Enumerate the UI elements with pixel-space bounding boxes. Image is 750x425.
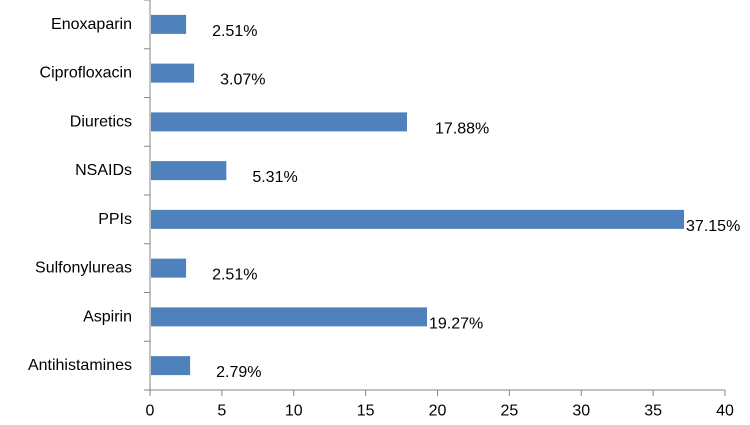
bar-enoxaparin <box>151 14 187 34</box>
axes-layer: 0 5 10 15 20 25 30 35 40 <box>144 0 734 420</box>
data-label-antihistamines: 2.79% <box>216 364 261 381</box>
x-tick-label: 25 <box>500 403 518 420</box>
bars-layer <box>151 14 685 376</box>
x-tick-label: 0 <box>146 403 155 420</box>
bar-sulfonylureas <box>151 258 187 278</box>
x-tick-label: 10 <box>285 403 303 420</box>
bar-aspirin <box>151 307 428 327</box>
data-label-enoxaparin: 2.51% <box>212 23 257 40</box>
bar-nsaids <box>151 161 227 181</box>
x-tick-label: 5 <box>217 403 226 420</box>
category-label-nsaids: NSAIDs <box>75 162 132 179</box>
x-tick-label: 35 <box>644 403 662 420</box>
x-tick-label: 30 <box>572 403 590 420</box>
data-label-ppis: 37.15% <box>686 218 740 235</box>
category-label-antihistamines: Antihistamines <box>28 357 132 374</box>
data-label-diuretics: 17.88% <box>435 120 489 137</box>
bar-ppis <box>151 209 685 229</box>
category-label-sulfonylureas: Sulfonylureas <box>35 260 132 277</box>
data-label-sulfonylureas: 2.51% <box>212 267 257 284</box>
bar-ciprofloxacin <box>151 63 195 83</box>
x-tick-label: 20 <box>429 403 447 420</box>
x-tick-label: 40 <box>716 403 734 420</box>
category-label-ppis: PPIs <box>98 211 132 228</box>
bar-antihistamines <box>151 356 191 376</box>
category-label-diuretics: Diuretics <box>70 113 132 130</box>
x-tick-label: 15 <box>357 403 375 420</box>
data-label-ciprofloxacin: 3.07% <box>220 72 265 89</box>
category-label-ciprofloxacin: Ciprofloxacin <box>40 65 132 82</box>
labels-layer: Enoxaparin 2.51% Ciprofloxacin 3.07% Diureti… <box>28 16 740 381</box>
data-label-aspirin: 19.27% <box>429 315 483 332</box>
category-label-enoxaparin: Enoxaparin <box>51 16 132 33</box>
bar-diuretics <box>151 112 408 132</box>
category-label-aspirin: Aspirin <box>83 308 132 325</box>
data-label-nsaids: 5.31% <box>252 169 297 186</box>
